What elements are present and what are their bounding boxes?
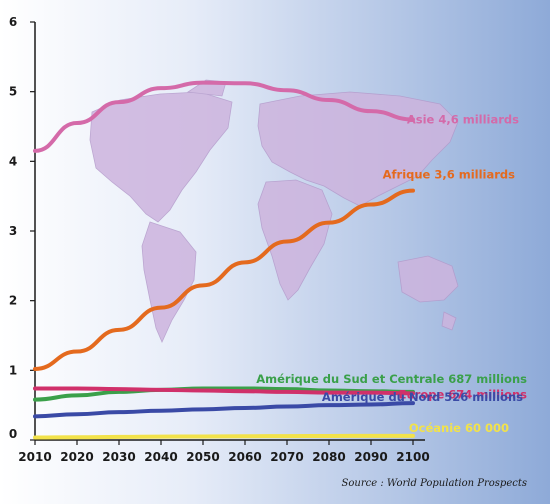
y-tick-label: 1 xyxy=(9,363,17,377)
x-tick-label: 2050 xyxy=(186,450,219,464)
x-tick-label: 2020 xyxy=(60,450,93,464)
x-tick-label: 2060 xyxy=(228,450,261,464)
series-label-afrique: Afrique 3,6 milliards xyxy=(383,168,516,182)
x-tick-label: 2080 xyxy=(312,450,345,464)
x-tick-label: 2070 xyxy=(270,450,303,464)
source-note: Source : World Population Prospects xyxy=(342,478,527,489)
y-tick-label: 0 xyxy=(9,427,17,441)
series-labels: Asie 4,6 milliards Afrique 3,6 milliards A… xyxy=(256,113,527,435)
series-label-europe: Europe 674 millions xyxy=(399,387,527,401)
y-tick-label: 6 xyxy=(9,15,17,29)
series-label-oceanie: Océanie 60 000 xyxy=(409,421,509,435)
y-tick-label: 4 xyxy=(9,154,17,168)
series-label-asie: Asie 4,6 milliards xyxy=(407,113,519,127)
x-tick-label: 2100 xyxy=(396,450,429,464)
series-line-europe xyxy=(33,386,415,396)
x-tick-label: 2030 xyxy=(102,450,135,464)
series-label-amerique-sud: Amérique du Sud et Centrale 687 millions xyxy=(256,372,527,386)
y-tick-label: 3 xyxy=(9,224,17,238)
x-tick-label: 2090 xyxy=(354,450,387,464)
series-lines xyxy=(33,80,415,440)
series-line-afrique xyxy=(33,188,415,371)
series-line-amerique-nord xyxy=(33,401,415,419)
x-axis-ticks: 2010 2020 2030 2040 2050 2060 2070 2080 2090 2100 xyxy=(18,440,430,464)
series-line-asie xyxy=(33,80,415,153)
x-tick-label: 2010 xyxy=(18,450,51,464)
y-tick-label: 5 xyxy=(9,85,17,99)
x-tick-label: 2040 xyxy=(144,450,177,464)
y-tick-label: 2 xyxy=(9,294,17,308)
series-line-oceanie xyxy=(33,433,415,440)
series-label-amerique-nord: Amérique du Nord 526 millions xyxy=(322,390,523,404)
